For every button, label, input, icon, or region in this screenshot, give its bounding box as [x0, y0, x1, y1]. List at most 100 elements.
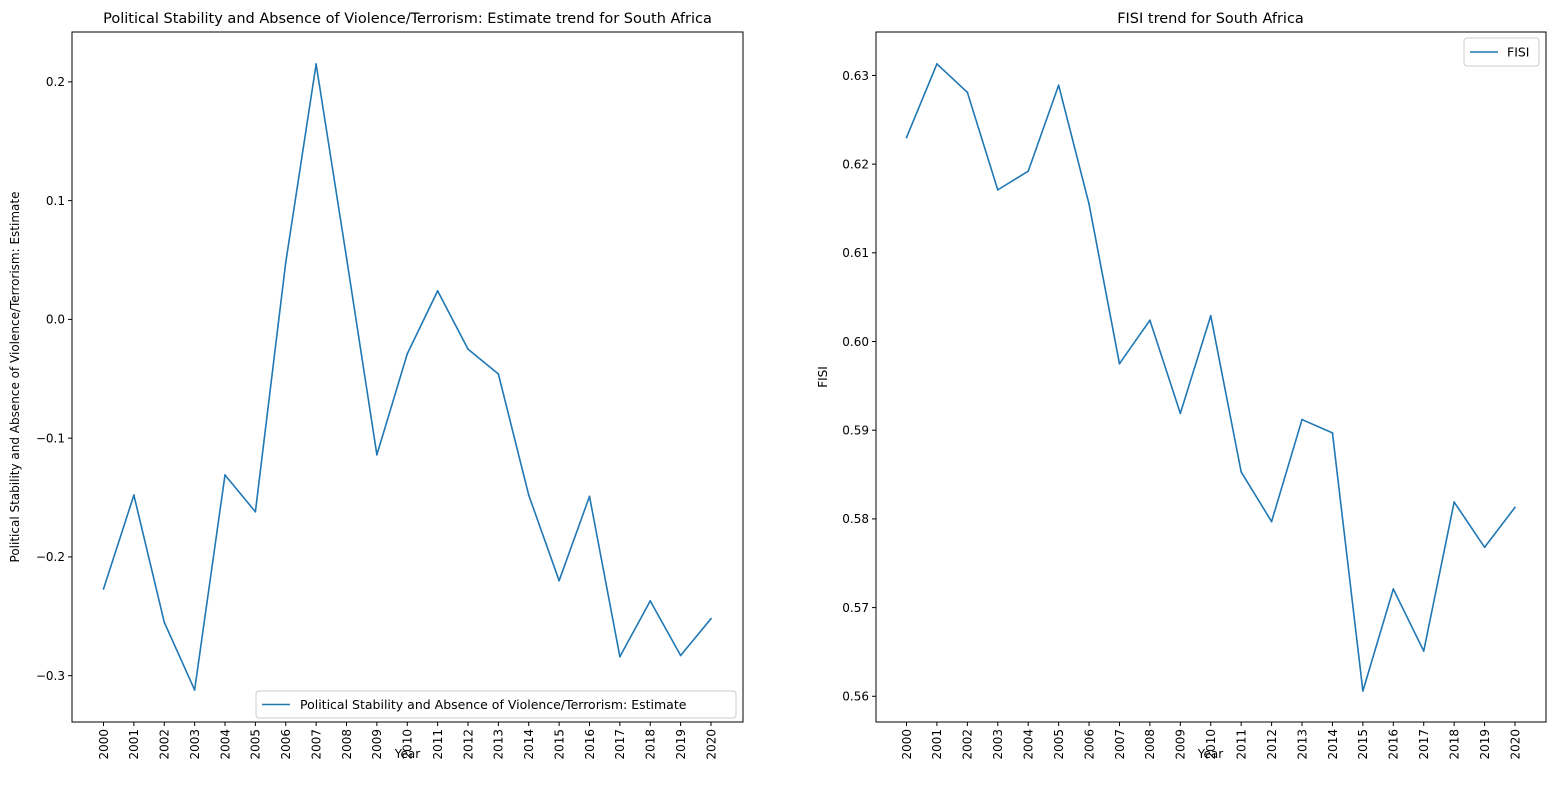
x-tick-label: 2001	[127, 729, 141, 760]
x-tick-label: 2012	[461, 729, 475, 760]
x-tick-label: 2013	[1295, 729, 1309, 760]
y-tick-label: −0.2	[36, 550, 65, 564]
data-point	[1361, 690, 1364, 692]
data-point	[618, 655, 621, 658]
data-point	[1118, 362, 1121, 365]
data-point	[1453, 501, 1456, 503]
data-point	[375, 453, 378, 456]
x-tick-label: 2003	[188, 729, 202, 760]
x-tick-label: 2002	[961, 729, 975, 760]
plot-area	[102, 63, 712, 691]
data-point	[436, 289, 439, 292]
x-tick-label: 2014	[1326, 729, 1340, 760]
data-point	[497, 373, 500, 375]
data-point	[224, 474, 226, 476]
data-point	[679, 654, 682, 657]
data-point	[710, 617, 712, 620]
y-tick-label: 0.60	[842, 335, 869, 349]
data-point	[1422, 650, 1425, 652]
y-tick-label: 0.62	[842, 157, 869, 171]
x-axis: 2000 2001 2002 2003 2004 2005 2006 2007 2008 2009…	[900, 722, 1522, 760]
x-tick-label: 2016	[1387, 729, 1401, 760]
legend: FISI	[1463, 37, 1540, 67]
x-axis-label: Year	[1197, 747, 1223, 761]
x-tick-label: 2016	[583, 729, 597, 760]
data-point	[1240, 470, 1243, 473]
y-axis-label: Political Stability and Absence of Viole…	[8, 192, 22, 563]
x-axis-label: Year	[394, 747, 420, 761]
x-tick-label: 2006	[279, 729, 293, 760]
data-point	[905, 136, 908, 139]
y-tick-label: 0.59	[842, 424, 869, 438]
x-tick-label: 2015	[1356, 729, 1370, 760]
y-tick-label: 0.61	[842, 246, 869, 260]
stability-chart: Political Stability and Absence of Viole…	[8, 11, 744, 761]
data-point	[315, 63, 318, 65]
data-point	[102, 588, 105, 590]
x-tick-label: 2020	[704, 729, 718, 760]
data-point	[1331, 431, 1334, 434]
chart-title: FISI trend for South Africa	[1117, 11, 1304, 27]
x-tick-label: 2007	[309, 729, 323, 760]
x-tick-label: 2011	[1234, 729, 1248, 760]
x-tick-label: 2017	[613, 729, 627, 760]
x-tick-label: 2020	[1508, 729, 1522, 760]
data-point	[1392, 588, 1395, 590]
x-tick-label: 2011	[431, 729, 445, 760]
legend-box	[1463, 37, 1540, 67]
data-point	[1209, 314, 1212, 317]
data-point	[254, 510, 257, 513]
data-point	[1057, 84, 1060, 87]
y-tick-label: 0.1	[46, 194, 65, 208]
x-tick-label: 2010	[401, 729, 415, 760]
data-point	[345, 256, 348, 259]
fisi-chart: FISI trend for South Africa 0.56 0.57 0.58…	[816, 11, 1547, 761]
x-tick-label: 2015	[552, 729, 566, 760]
x-tick-label: 2005	[1052, 729, 1066, 760]
data-point	[1027, 170, 1030, 173]
data-point	[996, 188, 999, 191]
x-axis: 2000 2001 2002 2003 2004 2005 2006 2007 2008 2009…	[97, 722, 718, 760]
y-tick-label: 0.0	[46, 313, 65, 327]
data-point	[1301, 418, 1303, 421]
data-point	[193, 689, 196, 691]
y-tick-label: −0.3	[36, 669, 65, 683]
data-point	[163, 621, 166, 624]
x-tick-label: 2009	[1174, 729, 1188, 760]
y-tick-label: 0.58	[842, 512, 869, 526]
y-axis: 0.56 0.57 0.58 0.59 0.60 0.61 0.62 0.63	[842, 69, 876, 704]
x-tick-label: 2007	[1113, 729, 1127, 760]
x-tick-label: 2012	[1265, 729, 1279, 760]
x-tick-label: 2003	[991, 729, 1005, 760]
legend-box	[255, 690, 737, 719]
x-tick-label: 2013	[492, 729, 506, 760]
data-point	[966, 91, 969, 94]
plot-area	[905, 63, 1516, 692]
x-tick-label: 2004	[218, 729, 232, 760]
x-tick-label: 2005	[249, 729, 263, 760]
chart-title: Political Stability and Absence of Viole…	[103, 11, 712, 27]
x-tick-label: 2000	[97, 729, 111, 760]
x-tick-label: 2008	[1143, 729, 1157, 760]
x-tick-label: 2004	[1022, 729, 1036, 760]
data-point	[1149, 319, 1151, 322]
data-point	[467, 348, 469, 350]
x-tick-label: 2000	[900, 729, 914, 760]
legend-label: FISI	[1507, 45, 1530, 60]
x-tick-label: 2008	[340, 729, 354, 760]
x-tick-label: 2018	[1447, 729, 1461, 760]
data-point	[558, 579, 561, 582]
data-point	[588, 495, 591, 498]
x-tick-label: 2009	[370, 729, 384, 760]
x-tick-label: 2006	[1082, 729, 1096, 760]
data-point	[406, 352, 409, 355]
y-tick-label: −0.1	[36, 431, 65, 445]
data-point	[284, 261, 287, 264]
y-axis-label: FISI	[816, 366, 830, 388]
x-tick-label: 2017	[1417, 729, 1431, 760]
data-point	[1270, 520, 1273, 523]
y-tick-label: 0.56	[842, 690, 869, 704]
x-tick-label: 2019	[1478, 729, 1492, 760]
data-point	[1179, 412, 1182, 415]
data-point	[1483, 546, 1486, 549]
